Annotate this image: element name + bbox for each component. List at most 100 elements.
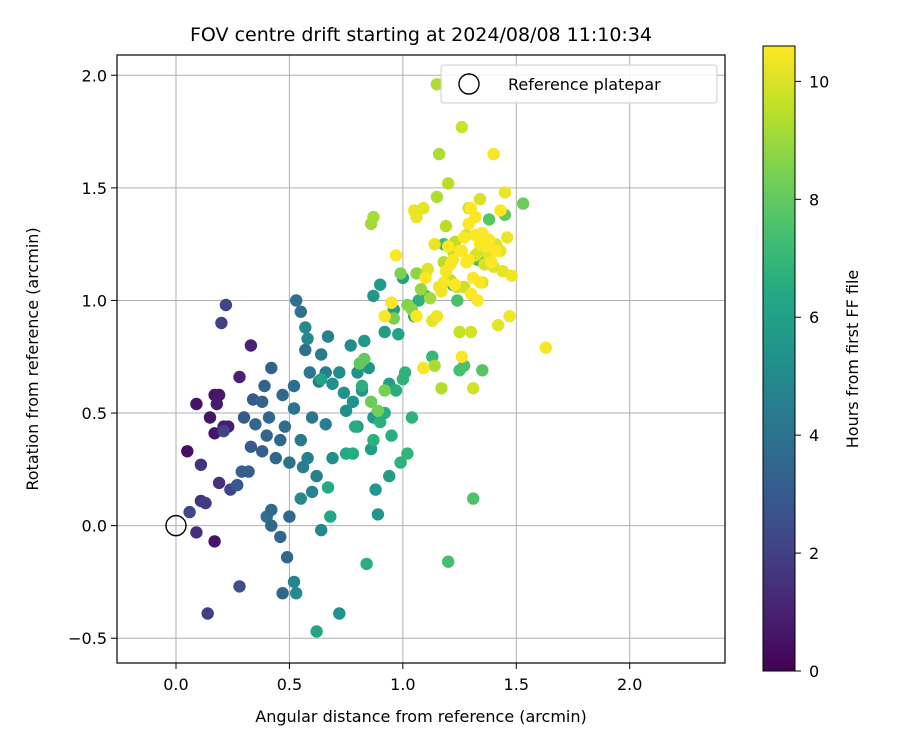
data-point: [437, 276, 450, 289]
data-point: [287, 575, 301, 589]
data-point: [385, 296, 398, 309]
data-point: [242, 465, 255, 478]
data-point: [203, 411, 217, 424]
data-point: [256, 395, 269, 408]
data-point: [321, 330, 335, 343]
data-point: [473, 276, 487, 289]
data-point: [360, 557, 373, 571]
data-point: [294, 305, 307, 318]
colorbar-tick-label: 10: [809, 72, 829, 91]
data-point: [326, 451, 339, 465]
colorbar-tick-label: 8: [809, 190, 819, 209]
data-point: [430, 310, 444, 323]
data-point: [378, 325, 391, 339]
legend-label: Reference platepar: [508, 75, 661, 94]
colorbar-tick-label: 2: [809, 544, 819, 563]
data-point: [274, 530, 287, 544]
legend-box: [440, 64, 718, 104]
data-point: [299, 343, 312, 357]
data-point: [301, 332, 314, 345]
data-point: [258, 379, 271, 393]
data-point: [414, 283, 428, 296]
data-point: [283, 456, 296, 469]
data-points: [181, 78, 552, 638]
data-point: [367, 289, 380, 303]
data-point: [430, 78, 444, 91]
data-point: [442, 555, 455, 568]
data-point: [315, 348, 328, 361]
data-point: [455, 350, 468, 363]
data-point: [190, 526, 203, 539]
data-point: [455, 244, 468, 258]
data-point: [385, 429, 398, 442]
data-point: [392, 328, 405, 341]
colorbar-tick-label: 0: [809, 662, 819, 681]
data-point: [201, 607, 214, 620]
data-point: [371, 404, 385, 417]
data-point: [321, 481, 335, 494]
data-point: [244, 339, 258, 352]
data-point: [501, 231, 514, 244]
data-point: [371, 508, 385, 521]
data-point: [394, 456, 407, 469]
colorbar-tick-label: 6: [809, 308, 819, 327]
data-point: [346, 395, 360, 408]
y-tick-label: 2.0: [82, 66, 107, 85]
data-point: [265, 361, 278, 375]
data-point: [428, 359, 441, 372]
x-axis-label: Angular distance from reference (arcmin): [255, 707, 586, 726]
colorbar-tick-label: 4: [809, 426, 819, 445]
data-point: [398, 366, 412, 379]
data-point: [349, 420, 362, 433]
data-point: [305, 411, 319, 424]
data-point: [265, 503, 278, 517]
data-point: [494, 204, 507, 217]
data-point: [446, 253, 459, 267]
data-point: [303, 366, 316, 379]
data-point: [212, 476, 226, 490]
data-point: [269, 451, 282, 465]
data-point: [428, 238, 441, 251]
y-axis-label: Rotation from reference (arcmin): [23, 227, 42, 490]
x-tick-label: 0.5: [277, 675, 302, 694]
data-point: [476, 364, 489, 377]
data-point: [274, 433, 287, 447]
reference-marker: [165, 514, 187, 537]
data-point: [278, 420, 292, 433]
y-tick-label: 0.5: [82, 404, 107, 423]
data-point: [432, 147, 446, 161]
data-point: [219, 298, 233, 312]
legend-marker: [458, 73, 480, 95]
data-point: [262, 411, 276, 424]
data-point: [294, 492, 307, 505]
data-point: [231, 478, 244, 492]
data-point: [333, 366, 346, 379]
reference-point: [165, 514, 187, 537]
data-point: [283, 510, 296, 523]
data-point: [448, 278, 462, 291]
data-point: [464, 325, 478, 339]
data-point: [367, 433, 380, 447]
data-point: [498, 186, 512, 199]
data-point: [435, 382, 448, 395]
data-point: [315, 373, 328, 386]
data-point: [249, 418, 262, 431]
data-point: [364, 217, 378, 231]
data-point: [491, 319, 505, 332]
data-point: [503, 310, 516, 323]
data-point: [244, 440, 258, 453]
data-point: [467, 492, 480, 505]
data-point: [310, 469, 323, 483]
data-point: [482, 213, 496, 226]
data-point: [485, 256, 498, 269]
x-tick-label: 0.0: [163, 675, 188, 694]
data-point: [333, 607, 346, 620]
data-point: [410, 310, 423, 323]
data-point: [294, 433, 307, 447]
data-point: [215, 316, 228, 330]
data-point: [233, 580, 246, 593]
legend: Reference platepar: [440, 64, 718, 104]
data-point: [453, 325, 466, 339]
data-point: [369, 483, 382, 496]
